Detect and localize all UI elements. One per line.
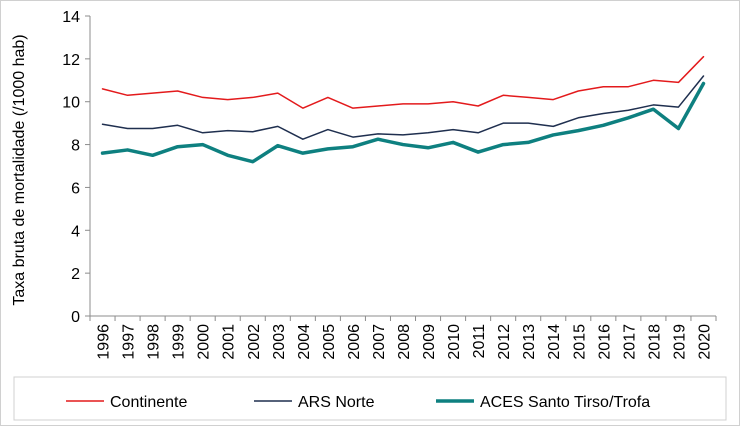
x-tick-label: 2016 (596, 324, 613, 360)
legend-label-continente: Continente (110, 394, 187, 411)
x-tick-label: 2000 (196, 324, 213, 360)
x-tick-label: 2009 (421, 324, 438, 360)
x-tick-label: 2015 (571, 324, 588, 360)
x-tick-label: 2017 (621, 324, 638, 360)
x-tick-label: 2008 (396, 324, 413, 360)
x-tick-label: 1998 (146, 324, 163, 360)
y-tick-label: 12 (62, 52, 80, 69)
legend-label-aces-santo-tirso-trofa: ACES Santo Tirso/Trofa (480, 394, 650, 411)
x-tick-label: 2019 (671, 324, 688, 360)
y-tick-label: 14 (62, 9, 80, 26)
y-tick-label: 10 (62, 95, 80, 112)
x-tick-label: 2014 (546, 324, 563, 360)
x-tick-label: 2011 (471, 324, 488, 359)
y-tick-label: 0 (71, 309, 80, 326)
x-tick-label: 2018 (646, 324, 663, 360)
x-tick-label: 2013 (521, 324, 538, 360)
x-tick-label: 2020 (696, 324, 713, 360)
y-tick-label: 6 (71, 180, 80, 197)
x-tick-label: 2002 (246, 324, 263, 360)
x-tick-label: 2006 (346, 324, 363, 360)
x-tick-label: 1997 (121, 324, 138, 360)
x-tick-label: 2005 (321, 324, 338, 360)
x-tick-label: 2007 (371, 324, 388, 360)
series-line-ars-norte (101, 75, 705, 140)
legend: Continente ARS Norte ACES Santo Tirso/Trof… (66, 394, 650, 411)
x-tick-label: 1999 (171, 324, 188, 360)
series-line-continente (101, 55, 705, 109)
legend-label-ars-norte: ARS Norte (298, 394, 375, 411)
y-tick-label: 4 (71, 223, 80, 240)
plot-area: 0 2 4 6 8 10 12 14 1996 1997 1998 1999 2000 2001 2002 2… (62, 9, 717, 360)
y-axis-title: Taxa bruta de mortalidade (/1000 hab) (11, 34, 28, 305)
x-tick-label: 2001 (221, 324, 238, 360)
x-tick-label: 2004 (296, 324, 313, 360)
x-tick-label: 1996 (96, 324, 113, 360)
y-tick-label: 2 (71, 266, 80, 283)
x-tick-label: 2012 (496, 324, 513, 360)
y-tick-label: 8 (71, 138, 80, 155)
series-line-aces-santo-tirso-trofa (100, 81, 706, 164)
legend-box (13, 376, 727, 421)
x-tick-label: 2003 (271, 324, 288, 360)
x-tick-label: 2010 (446, 324, 463, 360)
